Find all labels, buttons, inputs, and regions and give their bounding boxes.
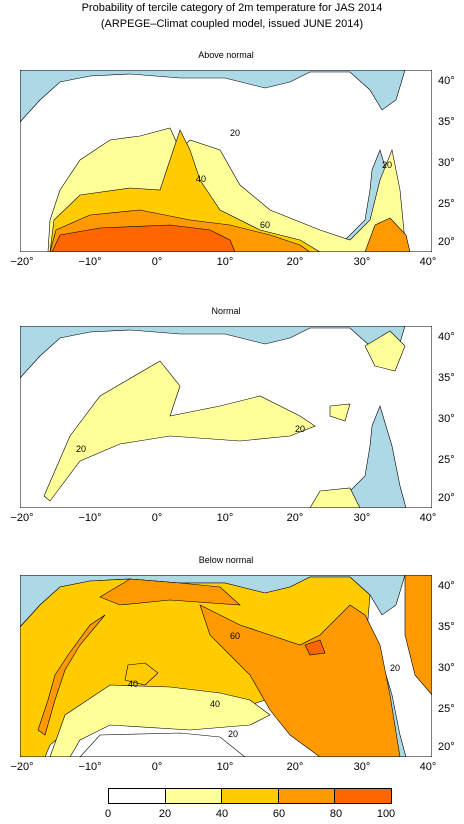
panel-title-normal: Normal: [211, 306, 241, 316]
map-above-normal: 20 40 60 20: [20, 70, 432, 252]
contour-label: 20: [390, 663, 400, 673]
legend-label: 0: [104, 808, 112, 820]
contour-label: 40: [128, 679, 138, 689]
y-tick-label: 35°: [438, 372, 455, 384]
y-tick-label: 20°: [438, 492, 455, 504]
legend-label: 20: [158, 808, 172, 820]
contour-20-east: [364, 330, 406, 372]
legend-label: 100: [376, 808, 396, 820]
x-tick-label: 10°: [216, 512, 234, 524]
contour-label: 60: [260, 220, 270, 230]
x-tick-label: 0°: [151, 256, 163, 268]
legend-swatch: [222, 789, 279, 803]
contour-label: 60: [230, 631, 240, 641]
contour-label: 20: [228, 729, 238, 739]
contour-label: 40: [210, 699, 220, 709]
x-tick-label: 40°: [419, 761, 437, 773]
x-tick-label: 10°: [216, 761, 234, 773]
x-tick-label: −10°: [78, 256, 102, 268]
contour-20-south: [309, 487, 361, 508]
legend-label: 60: [272, 808, 286, 820]
contour-label: 20: [230, 128, 240, 138]
east-band: [364, 217, 411, 252]
legend-label: 80: [329, 808, 343, 820]
x-tick-label: 20°: [286, 256, 304, 268]
title-line-2: (ARPEGE–Climat coupled model, issued JUN…: [100, 18, 364, 30]
y-tick-label: 30°: [438, 157, 455, 169]
x-tick-label: −10°: [78, 761, 102, 773]
x-tick-label: 30°: [353, 761, 371, 773]
contour-40-spot: [124, 662, 159, 686]
y-tick-label: 35°: [438, 116, 455, 128]
contour-60-north: [99, 578, 241, 606]
contour-80-spot: [304, 639, 326, 656]
panel-title-above: Above normal: [198, 50, 254, 60]
legend-swatch: [165, 789, 223, 803]
x-tick-label: 0°: [151, 512, 163, 524]
y-tick-label: 35°: [438, 621, 455, 633]
map-normal: 20 20: [20, 326, 432, 508]
x-tick-label: −20°: [10, 761, 34, 773]
x-tick-label: −20°: [10, 512, 34, 524]
x-tick-label: 20°: [286, 761, 304, 773]
panel-title-below: Below normal: [198, 555, 254, 565]
contour-20-zone: [49, 684, 271, 757]
y-tick-label: 25°: [438, 454, 455, 466]
x-tick-label: 30°: [353, 256, 371, 268]
y-tick-label: 30°: [438, 413, 455, 425]
contour-label: 40: [196, 174, 206, 184]
x-tick-label: 0°: [151, 761, 163, 773]
y-tick-label: 40°: [438, 75, 455, 87]
y-tick-label: 20°: [438, 741, 455, 753]
contour-label: 20: [76, 444, 86, 454]
x-tick-label: −10°: [78, 512, 102, 524]
map-below-normal: 60 40 40 20 20: [20, 575, 432, 757]
y-tick-label: 40°: [438, 331, 455, 343]
contour-20-egypt: [329, 403, 351, 422]
legend-label: 40: [215, 808, 229, 820]
contour-60-east: [404, 575, 432, 696]
contour-80-band: [51, 224, 236, 252]
x-tick-label: 30°: [353, 512, 371, 524]
y-tick-label: 20°: [438, 236, 455, 248]
contour-20-south: [79, 732, 246, 757]
legend-swatch: [335, 789, 391, 803]
contour-60-coast: [37, 614, 106, 736]
x-tick-label: 20°: [286, 512, 304, 524]
color-scale-legend: [108, 788, 392, 804]
x-tick-label: 40°: [419, 512, 437, 524]
contour-20-west: [43, 360, 316, 502]
x-tick-label: 40°: [419, 256, 437, 268]
legend-swatch: [109, 789, 166, 803]
x-tick-label: −20°: [10, 256, 34, 268]
y-tick-label: 40°: [438, 580, 455, 592]
contour-label: 20: [295, 424, 305, 434]
x-tick-label: 10°: [216, 256, 234, 268]
y-tick-label: 25°: [438, 198, 455, 210]
legend-swatch: [278, 789, 336, 803]
contour-label: 20: [382, 160, 392, 170]
y-tick-label: 25°: [438, 703, 455, 715]
contour-60-band: [199, 604, 401, 757]
y-tick-label: 30°: [438, 662, 455, 674]
title-line-1: Probability of tercile category of 2m te…: [81, 2, 383, 14]
